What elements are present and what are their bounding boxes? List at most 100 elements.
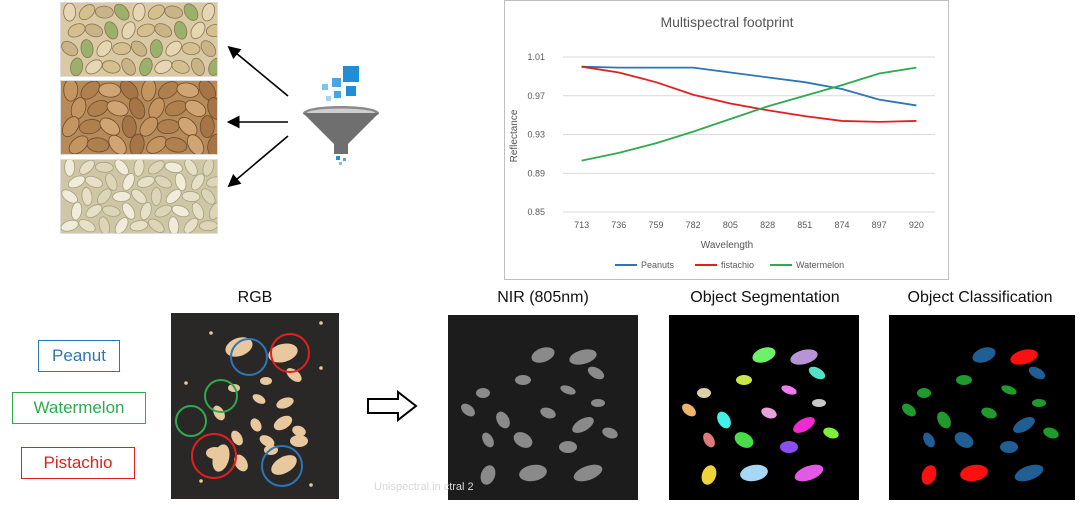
seed-shape: [136, 23, 156, 38]
x-tick-label: 920: [909, 220, 924, 230]
seed-shape: [61, 219, 79, 232]
seed-shape: [209, 331, 213, 335]
seed-shape: [168, 216, 180, 233]
seed-shape: [587, 366, 605, 380]
chart-svg: Multispectral footprint 0.85 0.89 0.93 0.97…: [509, 14, 935, 270]
pistachio-label-box: Pistachio: [21, 447, 135, 479]
seed-shape: [208, 202, 217, 220]
seed-shape: [184, 99, 207, 117]
class-shape-peanut: [1014, 464, 1044, 482]
class-shape-watermelon: [902, 403, 916, 417]
seed-shape: [139, 57, 153, 76]
seed-shape: [64, 160, 76, 177]
seed-shape: [71, 201, 83, 221]
class-shape-watermelon: [917, 388, 931, 398]
segmentation-image: [669, 315, 859, 500]
seed-shape: [319, 366, 323, 370]
seed-shape: [250, 418, 262, 432]
classification-image: [889, 315, 1075, 500]
peanut-photo: [60, 80, 218, 155]
seed-shape: [276, 397, 294, 409]
seed-shape: [225, 337, 253, 357]
seed-shape: [208, 57, 217, 76]
seed-shape: [200, 40, 217, 58]
segment-shape: [682, 403, 696, 417]
segment-shape: [808, 366, 826, 380]
y-tick-label: 1.01: [527, 52, 545, 62]
seed-shape: [112, 42, 132, 56]
seed-shape: [96, 188, 112, 205]
arrow-icon: [226, 45, 289, 188]
x-tick-label: 736: [611, 220, 626, 230]
seed-shape: [183, 217, 199, 233]
seed-shape: [85, 204, 103, 219]
class-circle-peanut: [261, 445, 303, 487]
segment-shape: [703, 432, 715, 448]
segment-shape: [761, 407, 777, 419]
seed-shape: [173, 21, 188, 40]
x-tick-label: 805: [723, 220, 738, 230]
class-shape-peanut: [1013, 417, 1035, 433]
seed-shape: [519, 464, 547, 482]
seed-shape: [260, 377, 272, 385]
class-shape-watermelon: [956, 375, 972, 385]
seed-shape: [68, 135, 89, 154]
seed-shape: [154, 175, 172, 189]
seed-shape: [231, 430, 243, 446]
segment-shape: [752, 347, 776, 363]
seed-shape: [147, 4, 165, 20]
seed-shape: [202, 160, 215, 177]
x-tick-label: 828: [760, 220, 775, 230]
y-tick-label: 0.85: [527, 207, 545, 217]
seed-shape: [205, 176, 217, 188]
seed-shape: [78, 219, 96, 233]
seed-shape: [78, 119, 102, 135]
seed-shape: [183, 3, 199, 21]
seed-shape: [205, 23, 217, 37]
class-shape-watermelon: [1032, 399, 1046, 407]
watermelon-seed-photo: [60, 159, 218, 234]
segment-shape: [794, 464, 824, 482]
seed-shape: [591, 399, 605, 407]
segment-shape: [793, 417, 815, 433]
seed-shape: [121, 58, 136, 76]
seed-shape: [81, 187, 93, 206]
seed-shape: [461, 403, 475, 417]
class-shape-pistachio: [921, 465, 937, 485]
x-tick-label: 874: [834, 220, 849, 230]
seed-shape: [129, 133, 145, 154]
seed-shape: [164, 137, 188, 153]
seed-shape: [201, 3, 216, 22]
seed-shape: [98, 216, 111, 233]
seed-shape: [515, 375, 531, 385]
seed-shape: [130, 40, 148, 57]
seed-shape: [112, 191, 132, 202]
class-shape-peanut: [1000, 441, 1018, 453]
class-shape-peanut: [972, 347, 996, 363]
class-shape-pistachio: [960, 464, 988, 482]
rgb-image: [171, 313, 339, 499]
seed-shape: [121, 21, 136, 40]
seed-shape: [207, 97, 217, 120]
seed-shape: [572, 417, 594, 433]
seed-shape: [268, 343, 298, 363]
seed-shape: [496, 411, 510, 429]
seed-shape: [191, 57, 205, 76]
class-circle-pistachio: [270, 333, 310, 373]
seed-shape: [290, 435, 308, 447]
watermark: Unispectral in ctral 2: [374, 481, 474, 493]
seed-shape: [273, 415, 293, 431]
rgb-title: RGB: [237, 289, 273, 306]
seed-shape: [234, 454, 248, 472]
seed-shape: [482, 432, 494, 448]
class-shape-watermelon: [1001, 385, 1017, 395]
funnel-icon: [303, 66, 379, 165]
y-tick-label: 0.97: [527, 91, 545, 101]
seed-shape: [199, 479, 203, 483]
class-shape-watermelon: [937, 411, 951, 429]
seed-shape: [199, 115, 215, 139]
seed-shape: [149, 39, 163, 59]
seed-shape: [70, 57, 84, 76]
nir-title: NIR (805nm): [497, 289, 589, 306]
seed-shape: [174, 172, 187, 192]
